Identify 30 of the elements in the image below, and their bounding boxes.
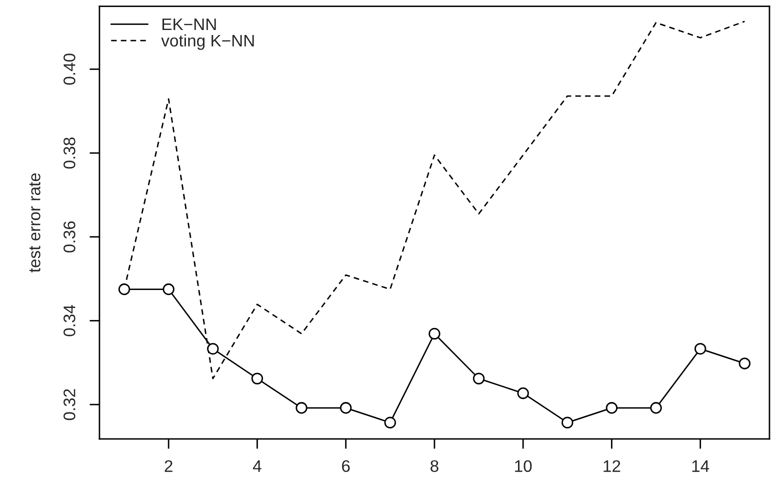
x-tick-label: 12 [604, 460, 620, 472]
y-axis-title: test error rate [29, 173, 40, 272]
point [162, 283, 174, 296]
point [118, 283, 130, 296]
y-tick-label: 0.32 [64, 389, 76, 420]
x-tick-label: 14 [692, 460, 710, 472]
point [517, 387, 529, 400]
point [650, 402, 662, 414]
point [207, 342, 219, 355]
x-tick-label: 8 [430, 460, 438, 472]
point [428, 328, 440, 340]
y-tick-label: 0.36 [64, 221, 76, 252]
y-tick-label: 0.40 [64, 54, 76, 85]
point [296, 402, 308, 414]
x-tick-label: 2 [164, 460, 172, 472]
point [694, 342, 706, 355]
x-tick-label: 10 [515, 460, 532, 472]
point [738, 358, 750, 370]
point [340, 402, 352, 414]
x-tick-label: 6 [342, 460, 350, 472]
y-tick-label: 0.34 [64, 304, 76, 336]
x-tick-label: 4 [252, 460, 262, 472]
point [384, 416, 396, 428]
legend-label: EK−NN [162, 18, 216, 30]
point [606, 402, 618, 414]
legend-label: voting K−NN [161, 34, 254, 50]
point [472, 372, 485, 384]
point [251, 372, 264, 384]
y-tick-label: 0.38 [64, 138, 76, 169]
point [562, 416, 574, 428]
